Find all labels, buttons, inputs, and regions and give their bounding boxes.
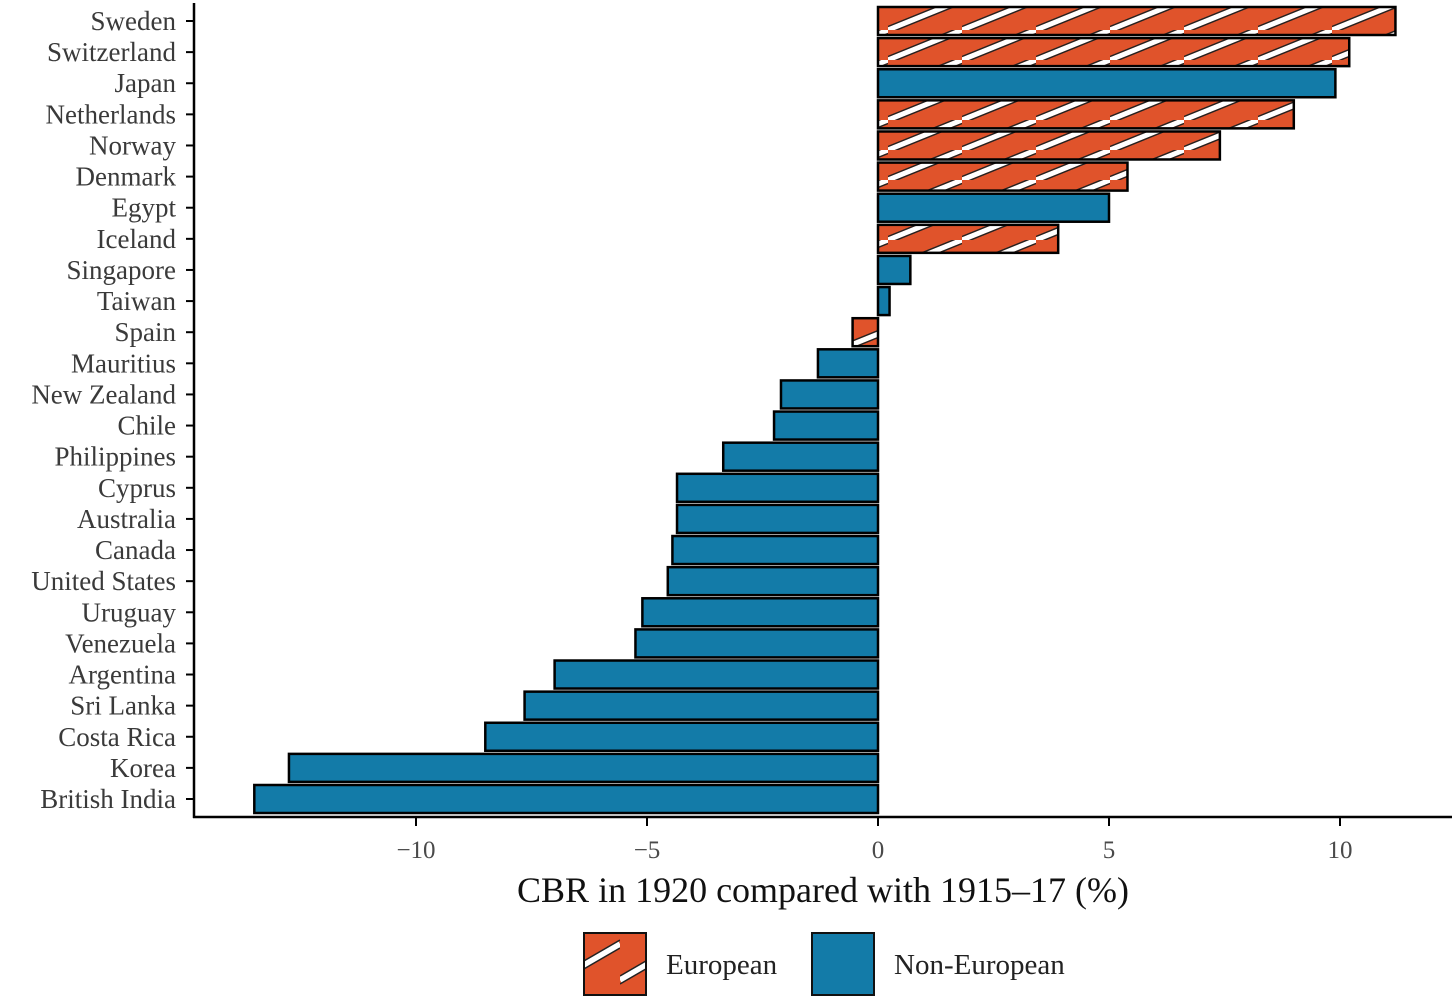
category-label-costa-rica: Costa Rica (58, 722, 176, 752)
y-axis-ticks (186, 20, 194, 800)
category-label-netherlands: Netherlands (46, 99, 176, 129)
category-label-philippines: Philippines (54, 442, 176, 472)
category-label-taiwan: Taiwan (97, 286, 177, 316)
bar-switzerland (876, 36, 1351, 68)
bar-spain (851, 316, 880, 348)
bar-iceland (876, 223, 1060, 255)
category-label-mauritius: Mauritius (71, 348, 176, 378)
legend-label-european: European (666, 949, 778, 981)
bar-taiwan (876, 285, 891, 317)
x-tick-label: 5 (1103, 837, 1116, 864)
legend-label-non-european: Non-European (894, 949, 1065, 981)
category-label-japan: Japan (115, 68, 177, 98)
bar-egypt (876, 192, 1111, 223)
x-axis-title: CBR in 1920 compared with 1915–17 (%) (517, 870, 1129, 910)
category-label-argentina: Argentina (69, 660, 176, 690)
x-axis-ticks: −10 −5 0 5 10 (396, 817, 1353, 864)
bar-sri-lanka (523, 690, 880, 721)
bar-british-india (253, 783, 880, 815)
bar-new-zealand (779, 379, 880, 410)
x-tick-label: 10 (1328, 837, 1353, 864)
category-label-singapore: Singapore (67, 255, 176, 285)
bars-layer (253, 5, 1397, 815)
bar-united-states (666, 565, 880, 597)
category-label-korea: Korea (110, 753, 176, 783)
x-tick-label: −5 (634, 837, 661, 864)
bar-mauritius (816, 348, 880, 379)
category-label-denmark: Denmark (76, 162, 177, 192)
category-label-canada: Canada (95, 535, 176, 565)
category-label-egypt: Egypt (112, 193, 177, 223)
bar-singapore (876, 254, 912, 286)
category-label-sri-lanka: Sri Lanka (70, 691, 176, 721)
bar-philippines (721, 441, 880, 472)
category-label-switzerland: Switzerland (47, 37, 176, 67)
bar-australia (675, 503, 880, 535)
category-label-new-zealand: New Zealand (31, 379, 176, 409)
bar-canada (671, 534, 880, 566)
category-label-uruguay: Uruguay (82, 597, 177, 627)
bar-argentina (553, 659, 880, 690)
bar-chile (772, 410, 880, 441)
category-label-iceland: Iceland (97, 224, 177, 254)
bar-venezuela (634, 628, 880, 659)
bar-sweden (876, 5, 1397, 37)
category-label-cyprus: Cyprus (98, 473, 176, 503)
bar-netherlands (876, 99, 1296, 130)
bar-cyprus (675, 472, 880, 504)
x-tick-label: 0 (872, 837, 885, 864)
bar-denmark (876, 161, 1129, 192)
category-label-norway: Norway (89, 130, 176, 160)
category-label-australia: Australia (77, 504, 176, 534)
y-axis-labels: SwedenSwitzerlandJapanNetherlandsNorwayD… (31, 6, 176, 814)
category-label-sweden: Sweden (91, 6, 177, 36)
category-label-chile: Chile (118, 411, 177, 441)
bar-norway (876, 130, 1222, 161)
category-label-british-india: British India (40, 784, 176, 814)
category-label-united-states: United States (31, 566, 176, 596)
category-label-venezuela: Venezuela (65, 628, 176, 658)
legend-swatch-european (583, 932, 647, 996)
bar-uruguay (641, 597, 880, 628)
category-label-spain: Spain (114, 317, 176, 347)
bar-japan (876, 67, 1337, 99)
legend: European Non-European (583, 932, 1065, 996)
bar-korea (287, 752, 880, 784)
bar-costa-rica (484, 721, 880, 753)
legend-swatch-non-european (811, 932, 875, 996)
x-tick-label: −10 (396, 837, 435, 864)
